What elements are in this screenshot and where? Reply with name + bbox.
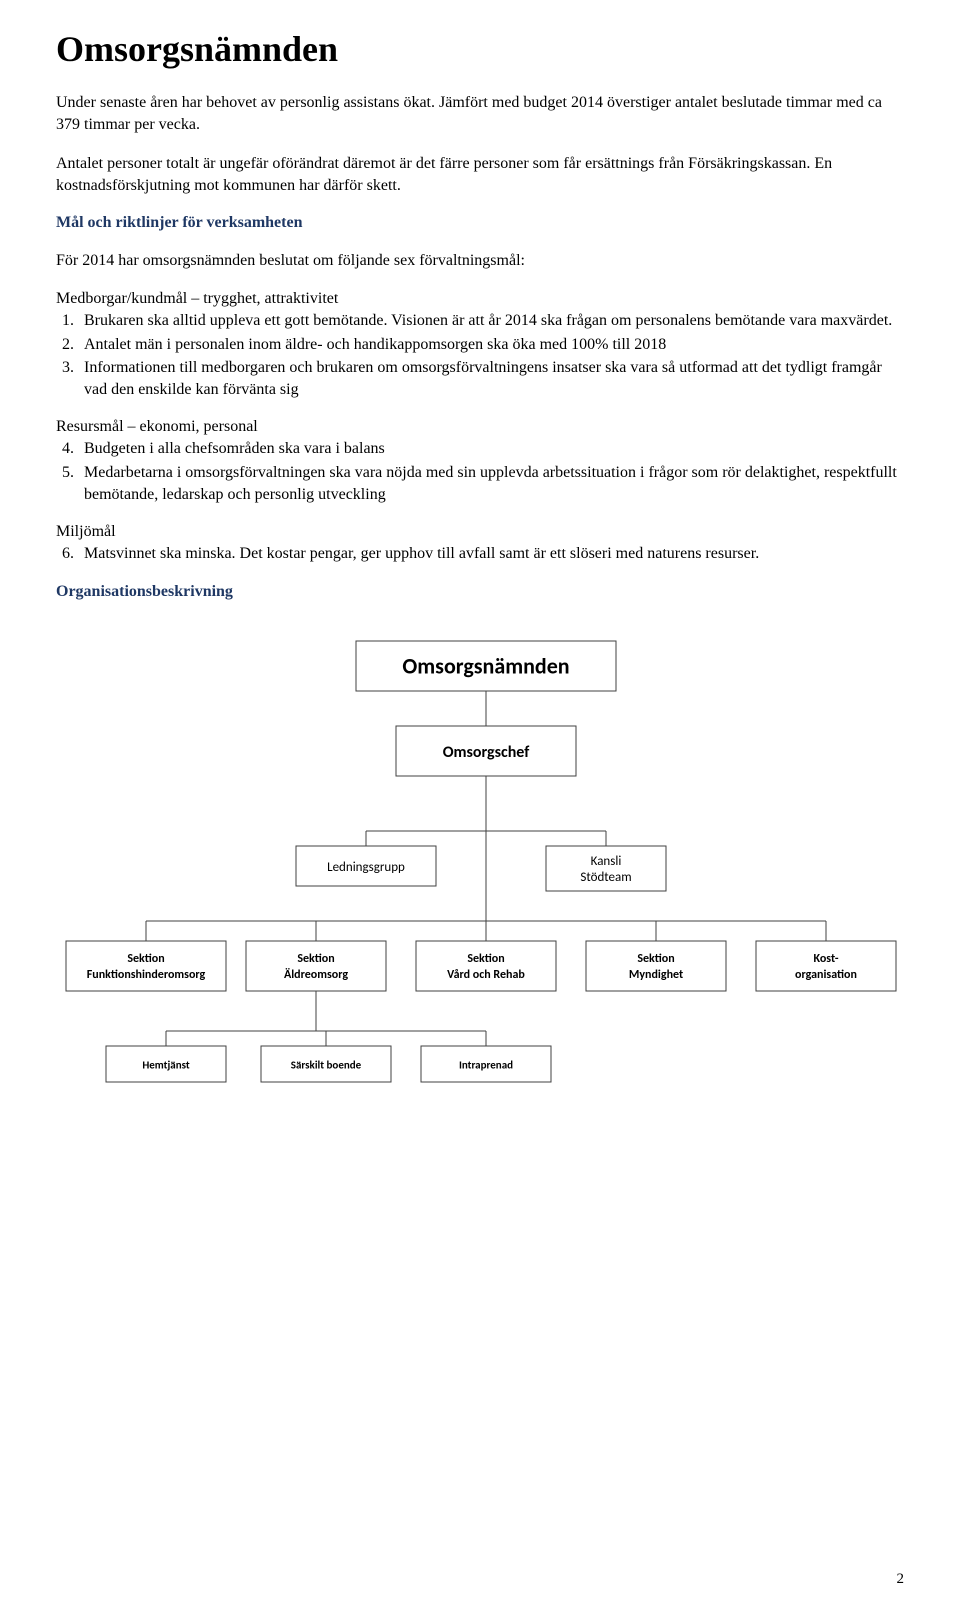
org-chart: Omsorgsnämnden Omsorgschef Ledningsgrupp… <box>56 631 904 1091</box>
org-node-label: Myndighet <box>629 968 683 982</box>
org-node-label: Ledningsgrupp <box>327 860 405 875</box>
miljo-list: Matsvinnet ska minska. Det kostar pengar… <box>56 543 904 565</box>
resurs-list: Budgeten i alla chefsområden ska vara i … <box>56 438 904 505</box>
org-node-label: Särskilt boende <box>291 1058 362 1071</box>
medborgar-list: Brukaren ska alltid uppleva ett gott bem… <box>56 310 904 400</box>
org-node-label: Vård och Rehab <box>447 968 525 982</box>
org-node-label: Funktionshinderomsorg <box>87 968 206 982</box>
org-node-label: Omsorgschef <box>443 743 531 762</box>
org-node-label: Stödteam <box>580 870 631 885</box>
org-node-section-funktionshinder <box>66 941 226 991</box>
org-node-kost <box>756 941 896 991</box>
org-node-label: organisation <box>795 968 857 982</box>
org-node-label: Kost- <box>813 952 838 966</box>
org-node-label: Sektion <box>637 952 674 966</box>
subheading-medborgar: Medborgar/kundmål – trygghet, attraktivi… <box>56 290 904 308</box>
page-title: Omsorgsnämnden <box>56 28 904 70</box>
mal-intro: För 2014 har omsorgsnämnden beslutat om … <box>56 250 904 272</box>
section-heading-org: Organisationsbeskrivning <box>56 583 904 601</box>
org-node-label: Sektion <box>297 952 334 966</box>
org-node-label: Sektion <box>127 952 164 966</box>
section-heading-mal: Mål och riktlinjer för verksamheten <box>56 214 904 232</box>
org-node-label: Hemtjänst <box>142 1058 190 1071</box>
org-node-section-vard-rehab <box>416 941 556 991</box>
list-item: Matsvinnet ska minska. Det kostar pengar… <box>78 543 904 565</box>
subheading-resurs: Resursmål – ekonomi, personal <box>56 418 904 436</box>
intro-paragraph-1: Under senaste åren har behovet av person… <box>56 92 904 135</box>
page-number: 2 <box>897 1571 905 1588</box>
org-node-label: Intraprenad <box>459 1058 513 1071</box>
org-node-section-myndighet <box>586 941 726 991</box>
org-node-section-aldreomsorg <box>246 941 386 991</box>
list-item: Medarbetarna i omsorgsförvaltningen ska … <box>78 462 904 505</box>
org-node-label: Sektion <box>467 952 504 966</box>
list-item: Informationen till medborgaren och bruka… <box>78 357 904 400</box>
subheading-miljo: Miljömål <box>56 523 904 541</box>
org-node-label: Omsorgsnämnden <box>402 652 569 679</box>
org-node-label: Äldreomsorg <box>284 968 348 982</box>
intro-paragraph-2: Antalet personer totalt är ungefär oförä… <box>56 153 904 196</box>
org-node-label: Kansli <box>591 854 622 869</box>
list-item: Antalet män i personalen inom äldre- och… <box>78 334 904 356</box>
list-item: Brukaren ska alltid uppleva ett gott bem… <box>78 310 904 332</box>
list-item: Budgeten i alla chefsområden ska vara i … <box>78 438 904 460</box>
